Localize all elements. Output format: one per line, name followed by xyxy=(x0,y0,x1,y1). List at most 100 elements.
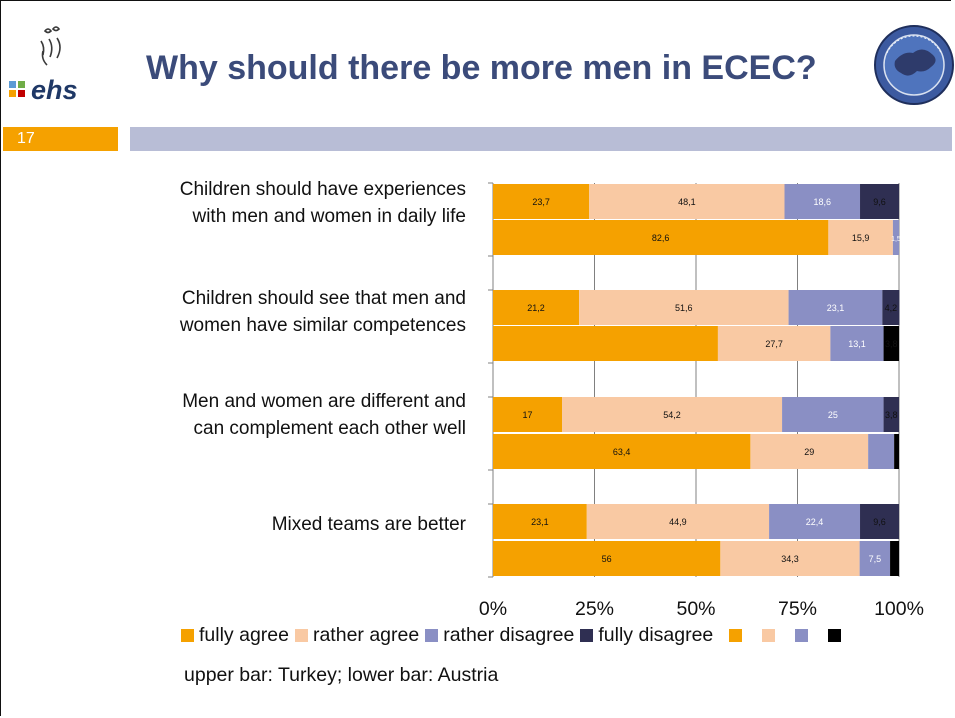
bar-segment xyxy=(830,326,884,361)
data-label: 23,1 xyxy=(827,303,845,313)
row-label-1-line-1: women have similar competences xyxy=(179,315,466,336)
legend-swatch-rather-agree xyxy=(294,629,308,642)
legend-item-rather-agree: rather agree xyxy=(294,624,420,647)
x-tick-label: 100% xyxy=(874,598,924,620)
x-tick-label: 25% xyxy=(575,598,614,620)
legend-item-rather-disagree: rather disagree xyxy=(425,624,574,647)
legend-item-fully-disagree: fully disagree xyxy=(580,624,713,647)
bar-segment xyxy=(859,541,891,576)
slide-title: Why should there be more men in ECEC? xyxy=(146,49,817,87)
bar-segment xyxy=(894,434,899,469)
header-band xyxy=(130,127,952,151)
bar-segment xyxy=(493,290,580,325)
data-label: 63,4 xyxy=(613,447,631,457)
legend: fully agree rather agree rather disagree… xyxy=(181,624,851,647)
bar-segment xyxy=(890,541,899,576)
data-label: 17 xyxy=(523,410,533,420)
ehs-logo-icon xyxy=(9,26,61,97)
legend-label-rather-agree: rather agree xyxy=(312,624,420,646)
data-label: 1,5 xyxy=(891,236,901,243)
data-label: 51,6 xyxy=(675,303,693,313)
bar-segment xyxy=(828,220,893,255)
data-label: 44,9 xyxy=(669,517,687,527)
data-label: 3,8 xyxy=(885,410,898,420)
bar-segment xyxy=(788,290,883,325)
bar-segment xyxy=(750,434,869,469)
bar-segment xyxy=(892,220,899,255)
bar-segment xyxy=(493,184,590,219)
data-label: 54,2 xyxy=(663,410,681,420)
legend-swatch-rather-disagree xyxy=(425,629,439,642)
data-label: 22,4 xyxy=(806,517,824,527)
data-label: 15,9 xyxy=(852,233,870,243)
data-label: 18,6 xyxy=(814,197,832,207)
x-tick-label: 75% xyxy=(778,598,817,620)
bar-segment xyxy=(493,504,587,539)
bar-segment xyxy=(717,326,831,361)
chart-note: upper bar: Turkey; lower bar: Austria xyxy=(184,664,499,686)
row-label-3-line-0: Mixed teams are better xyxy=(271,514,466,535)
bar-segment xyxy=(493,397,563,432)
row-label-2-line-1: can complement each other well xyxy=(193,418,466,439)
legend-label-fully-disagree: fully disagree xyxy=(598,624,714,646)
row-label-2: Men and women are different and can comp… xyxy=(106,388,466,442)
data-label: 4,2 xyxy=(885,303,898,313)
bar-segment xyxy=(589,184,785,219)
legend-swatch-extra-blue xyxy=(795,629,809,642)
data-label: 21,2 xyxy=(527,303,545,313)
bar-segment xyxy=(784,184,861,219)
data-label: 27,7 xyxy=(765,339,783,349)
bar-segment xyxy=(493,434,751,469)
bar-segment xyxy=(883,326,899,361)
bar-segment xyxy=(769,504,861,539)
data-label: 25 xyxy=(828,410,838,420)
legend-swatch-fully-disagree xyxy=(580,629,594,642)
bar-segment xyxy=(579,290,789,325)
data-label: 23,7 xyxy=(532,197,550,207)
data-label: 82,6 xyxy=(652,233,670,243)
data-label: 9,6 xyxy=(873,197,886,207)
legend-item-fully-agree: fully agree xyxy=(181,624,289,647)
row-label-0: Children should have experiences with me… xyxy=(106,176,466,230)
x-tick-label: 0% xyxy=(479,598,507,620)
legend-label-fully-agree: fully agree xyxy=(199,624,289,646)
data-label: 13,1 xyxy=(848,339,866,349)
bar-segment xyxy=(883,397,899,432)
legend-swatch-extra-peach xyxy=(762,629,776,642)
slide-number: 17 xyxy=(17,130,35,147)
legend-swatch-fully-agree xyxy=(181,629,194,642)
bar-segment xyxy=(562,397,783,432)
ehs-logo-text: ehs xyxy=(31,75,78,105)
bar-segment xyxy=(860,184,899,219)
row-label-0-line-0: Children should have experiences xyxy=(179,179,466,200)
data-label: 48,1 xyxy=(678,197,696,207)
data-label: 29 xyxy=(804,447,814,457)
bar-segment xyxy=(860,504,899,539)
bar-segment xyxy=(586,504,770,539)
row-label-1-line-0: Children should see that men and xyxy=(181,288,466,309)
bar-segment xyxy=(720,541,860,576)
bar-segment xyxy=(882,290,900,325)
data-label: 56 xyxy=(602,554,612,564)
row-label-1: Children should see that men and women h… xyxy=(106,285,466,339)
bar-segment xyxy=(782,397,884,432)
bar-segment xyxy=(868,434,895,469)
university-seal-icon xyxy=(874,25,954,105)
slide-number-box xyxy=(3,127,118,151)
legend-label-rather-disagree: rather disagree xyxy=(443,624,575,646)
bar-segment xyxy=(493,220,829,255)
legend-swatch-extra-orange xyxy=(729,629,743,642)
bar-segment xyxy=(493,541,721,576)
bar-segment xyxy=(493,326,718,361)
data-label: 34,3 xyxy=(781,554,799,564)
legend-swatch-extra-black xyxy=(828,629,842,642)
data-label: 3,8 xyxy=(885,339,898,349)
data-label: 9,6 xyxy=(873,517,886,527)
row-label-0-line-1: with men and women in daily life xyxy=(192,206,466,227)
x-tick-label: 50% xyxy=(676,598,715,620)
data-label: 7,5 xyxy=(869,554,882,564)
data-label: 23,1 xyxy=(531,517,549,527)
stacked-bar-chart: 23,7 48,1 18,6 9,6 82,6 15,9 1,5 21,2 51,6 23,1 4,… xyxy=(479,182,924,620)
row-label-2-line-0: Men and women are different and xyxy=(182,391,466,412)
